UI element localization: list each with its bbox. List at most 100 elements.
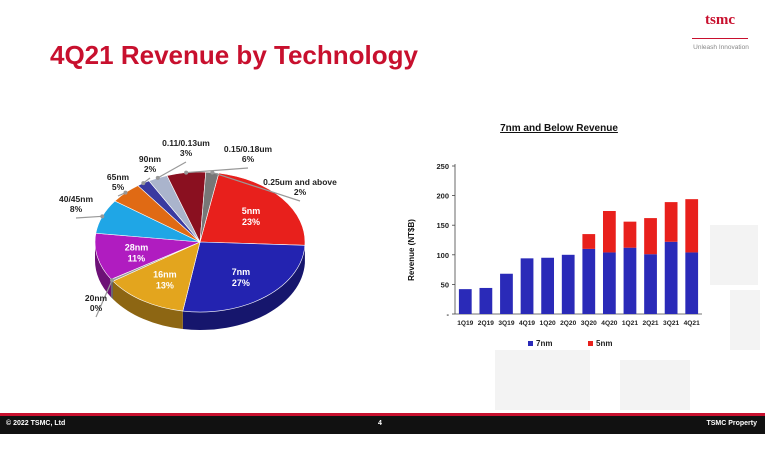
pie-slice [112, 241, 201, 312]
x-tick-label: 2Q20 [560, 320, 576, 327]
y-tick-label: 100 [436, 251, 449, 260]
pie-leader-line [186, 167, 249, 174]
footer-copyright: © 2022 TSMC, Ltd [6, 420, 66, 427]
x-tick-label: 3Q20 [581, 320, 597, 327]
pie-leader-dot [100, 214, 105, 219]
pie-leader-line [157, 161, 187, 179]
x-tick-label: 4Q20 [601, 320, 617, 327]
y-tick-label: - [447, 310, 450, 319]
logo-wordmark: tsmc [705, 12, 735, 28]
decor-square [730, 290, 760, 350]
logo-rule [692, 38, 748, 39]
pie-label-value: 11% [128, 253, 146, 263]
pie-leader-dot [210, 170, 215, 175]
pie-label-value: 23% [242, 217, 260, 227]
pie-leader-line [95, 280, 113, 318]
pie-label-name: 5nm [242, 206, 261, 216]
x-tick-label: 1Q20 [540, 320, 556, 327]
legend-label-7nm: 7nm [536, 339, 552, 348]
pie-label-name: 20nm [85, 293, 108, 303]
bar-chart-title: 7nm and Below Revenue [500, 123, 618, 134]
y-tick-label: 250 [436, 162, 449, 171]
decor-square [495, 350, 590, 410]
pie-label-name: 40/45nm [59, 194, 93, 204]
bar-5nm-2Q21 [644, 218, 657, 255]
decor-square [710, 225, 758, 285]
bar-7nm-2Q19 [479, 287, 493, 314]
bar-7nm-4Q21 [685, 252, 699, 314]
pie-leader-line [75, 215, 103, 219]
footer-bar: © 2022 TSMC, Ltd 4 TSMC Property [0, 416, 765, 434]
legend-label-5nm: 5nm [596, 339, 612, 348]
bar-7nm-2Q21 [644, 254, 657, 314]
decor-square [620, 360, 690, 410]
pie-slice-side [111, 279, 113, 300]
pie-label-name: 65nm [107, 172, 130, 182]
bar-chart: 7nm and Below Revenue Revenue (NT$B) - 50… [407, 123, 702, 348]
pie-label-value: 6% [242, 154, 255, 164]
pie-label-value: 0% [90, 303, 103, 313]
pie-label-value: 13% [156, 281, 174, 291]
pie-slice [182, 241, 306, 313]
bar-5nm-4Q21 [685, 199, 699, 253]
bar-7nm-3Q21 [664, 241, 678, 314]
tsmc-logo: tsmc Unleash Innovation [690, 10, 758, 60]
y-tick-label: 150 [436, 221, 449, 230]
pie-leader-line [212, 171, 301, 202]
x-tick-label: 3Q21 [663, 320, 679, 327]
x-tick-label: 1Q19 [457, 320, 473, 327]
x-tick-label: 4Q19 [519, 320, 535, 327]
bar-7nm-1Q21 [623, 247, 637, 314]
pie-leader-dot [184, 170, 189, 175]
pie-label-value: 2% [144, 164, 157, 174]
pie-label-value: 2% [294, 187, 307, 197]
pie-leader-dot [155, 175, 160, 180]
pie-leaders [75, 161, 301, 318]
bar-7nm-3Q20 [582, 248, 596, 314]
bar-7nm-4Q19 [520, 258, 534, 314]
legend-swatch-7nm [528, 341, 533, 346]
pie-label-name: 0.15/0.18um [224, 144, 273, 154]
bar-marks [458, 199, 699, 314]
x-tick-label: 1Q21 [622, 320, 638, 327]
pie-slice-side [112, 281, 183, 330]
pie-label-name: 0.25um and above [263, 177, 337, 187]
x-tick-label: 2Q19 [478, 320, 494, 327]
bar-7nm-4Q20 [602, 252, 616, 314]
x-tick-label: 2Q21 [642, 320, 658, 327]
pie-label-value: 3% [180, 148, 193, 158]
footer-page-number: 4 [378, 420, 382, 427]
pie-label-value: 8% [70, 204, 83, 214]
pie-leader-dot [141, 181, 146, 186]
bar-axes: - 50 100 150 200 250 1Q19 2Q19 3Q19 4Q19 1Q20 2Q20 3… [436, 162, 702, 327]
pie-label-name: 90nm [139, 154, 162, 164]
bar-7nm-3Q19 [500, 273, 513, 314]
pie-slice [94, 232, 201, 280]
x-tick-label: 4Q21 [684, 320, 700, 327]
bar-7nm-1Q20 [541, 257, 555, 314]
bar-5nm-4Q20 [602, 210, 616, 253]
footer-property: TSMC Property [706, 420, 757, 427]
slide-title: 4Q21 Revenue by Technology [50, 40, 418, 70]
pie-leader-dot [123, 190, 128, 195]
bar-5nm-3Q21 [664, 202, 678, 242]
bar-legend: 7nm 5nm [528, 339, 612, 348]
y-tick-label: 50 [441, 280, 449, 289]
pie-label-value: 5% [112, 182, 125, 192]
pie-slice [199, 172, 306, 246]
bar-7nm-2Q20 [561, 254, 575, 314]
pie-label-name: 0.11/0.13um [162, 138, 210, 148]
pie-label-value: 27% [232, 278, 250, 288]
pie-slice-side [95, 242, 112, 298]
bar-7nm-1Q19 [458, 289, 472, 314]
bar-5nm-1Q21 [623, 221, 637, 248]
legend-swatch-5nm [588, 341, 593, 346]
logo-tagline: Unleash Innovation [693, 44, 749, 51]
pie-label-name: 16nm [153, 270, 177, 280]
footer-accent-line [0, 413, 765, 416]
pie-label-name: 28nm [125, 242, 149, 252]
pie-sides [95, 242, 305, 330]
pie-slice-side [182, 245, 305, 330]
